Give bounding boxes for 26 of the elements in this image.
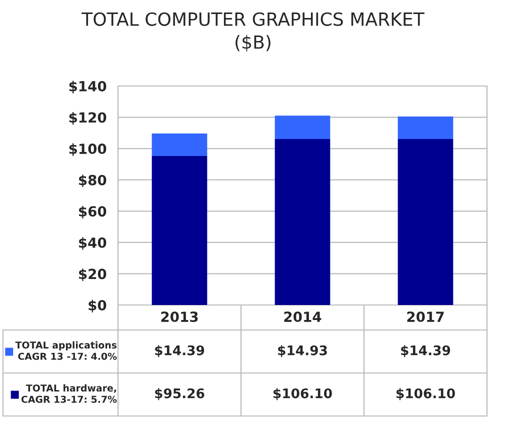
y-tick-label: $140 [69, 80, 106, 94]
chart-title: TOTAL COMPUTER GRAPHICS MARKET ($B) [82, 12, 424, 52]
bar [152, 156, 208, 305]
x-tick-label: 2013 [161, 312, 198, 322]
bar [274, 116, 330, 140]
y-tick-label: $20 [78, 268, 106, 282]
data-label: $14.39 [401, 345, 450, 358]
legend-label: TOTAL hardware, CAGR 13-17: 5.7% [21, 384, 117, 403]
data-label: $106.10 [396, 388, 455, 400]
data-label: $95.26 [155, 388, 204, 400]
data-label: $14.93 [278, 345, 327, 358]
x-tick-label: 2017 [407, 312, 444, 322]
bar [398, 116, 454, 140]
y-tick-label: $60 [78, 206, 106, 218]
data-label: $106.10 [273, 388, 332, 400]
legend-label: TOTAL applications CAGR 13 -17: 4.0% [15, 341, 117, 360]
y-tick-label: $120 [69, 112, 106, 125]
x-tick-label: 2014 [284, 312, 322, 322]
bar [152, 133, 208, 156]
y-tick-label: $80 [78, 174, 106, 188]
data-label: $14.39 [155, 345, 204, 358]
bar [274, 139, 330, 305]
bar [398, 139, 454, 305]
y-tick-label: $0 [88, 300, 106, 312]
y-tick-label: $100 [69, 143, 106, 156]
y-tick-label: $40 [78, 237, 106, 250]
